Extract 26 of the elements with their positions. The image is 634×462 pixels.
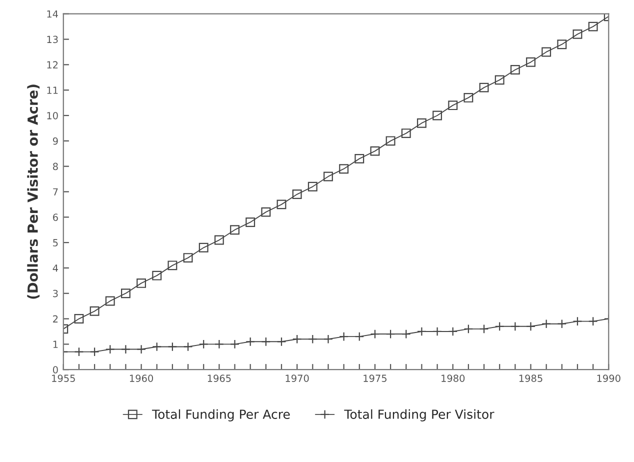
- y-tick-label: 0: [52, 366, 58, 374]
- y-tick-label: 4: [52, 264, 58, 272]
- y-tick-label: 5: [53, 239, 58, 246]
- legend-label: Total Funding Per Visitor: [344, 409, 494, 422]
- x-tick-label: 1970: [286, 374, 309, 382]
- x-tick-label: 1960: [130, 374, 154, 382]
- legend-label: Total Funding Per Acre: [152, 409, 290, 422]
- y-tick-label: 3: [53, 290, 58, 298]
- y-tick-label: 11: [47, 86, 58, 94]
- y-tick-label: 1: [53, 340, 58, 348]
- x-tick-label: 1980: [442, 374, 465, 382]
- x-tick-label: 1990: [597, 374, 620, 382]
- x-tick-label: 1955: [52, 374, 75, 382]
- y-tick-label: 7: [53, 188, 58, 196]
- y-axis-title: (Dollars Per Visitor or Acre): [27, 84, 40, 299]
- y-tick-label: 2: [53, 315, 58, 322]
- x-tick-label: 1975: [364, 374, 386, 382]
- x-tick-label: 1985: [519, 374, 542, 382]
- y-tick-label: 10: [47, 112, 58, 120]
- y-tick-label: 12: [47, 61, 58, 68]
- y-tick-label: 14: [47, 10, 58, 18]
- y-tick-label: 9: [52, 137, 58, 145]
- x-tick-label: 1965: [208, 374, 231, 382]
- y-tick-label: 8: [53, 162, 58, 170]
- y-tick-label: 6: [53, 214, 58, 221]
- y-tick-label: 13: [47, 36, 58, 44]
